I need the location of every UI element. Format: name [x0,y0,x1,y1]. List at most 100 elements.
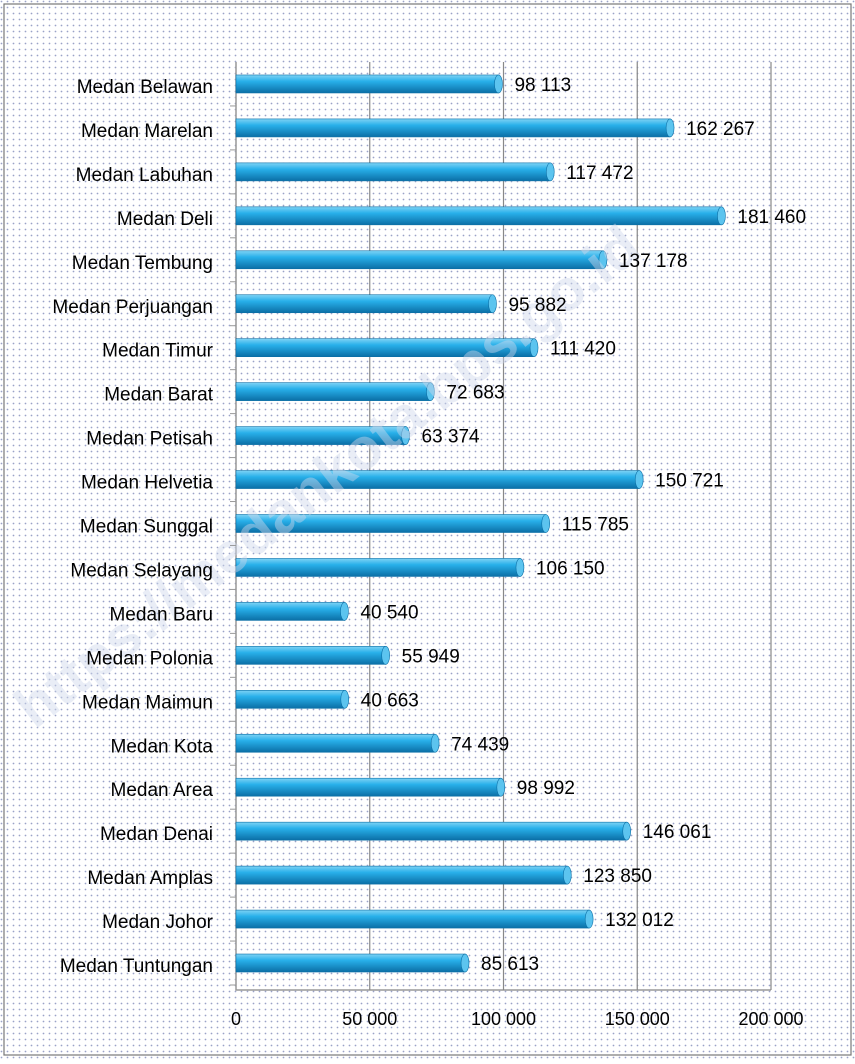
data-label: 162 267 [686,119,755,140]
data-label: 111 420 [550,339,616,360]
bar [235,294,493,314]
bar-group [235,865,572,885]
bar-group [235,382,435,401]
bar-cap [460,953,470,973]
bar-group [235,558,525,577]
bar-group [235,514,551,533]
bar [235,909,590,929]
bar [235,953,466,973]
data-label: 95 882 [508,295,566,316]
y-tick-label: Medan Maimun [82,692,213,713]
data-label: 146 061 [643,822,712,843]
bar-cap [665,118,675,138]
y-tick-label: Medan Labuhan [76,165,213,186]
bar-group [235,74,503,94]
bar-cap [515,558,525,577]
data-label: 40 663 [361,690,419,711]
bar-cap [494,74,503,94]
bar [235,118,671,138]
y-tick-label: Medan Johor [102,912,214,933]
y-tick-label: Medan Helvetia [81,473,213,494]
bar-cap [598,250,608,270]
y-tick-label: Medan Selayang [70,560,213,581]
data-label: 132 012 [605,910,674,931]
axes [235,62,771,991]
data-label: 123 850 [583,866,652,887]
bar-cap [622,821,632,841]
bar-group [235,162,555,182]
y-tick-label: Medan Marelan [81,121,213,142]
bar-cap [340,690,350,709]
bar-group [235,821,632,841]
bar-group [235,470,644,489]
y-tick-label: Medan Tembung [72,253,213,274]
bar-group [235,953,470,973]
bar-group [235,777,506,797]
bar-cap [717,206,726,226]
data-label: 85 613 [481,954,539,975]
bar-group [235,338,539,357]
y-tick-label: Medan Petisah [86,429,213,450]
x-tick-label: 150 000 [605,1009,670,1029]
bar-cap [496,777,506,797]
bar-cap [430,733,440,753]
y-tick-label: Medan Deli [117,209,213,230]
data-label: 117 472 [566,163,633,184]
data-label: 106 150 [536,558,605,579]
y-tick-label: Medan Perjuangan [52,297,213,318]
bar-cap [488,294,497,314]
y-tick-label: Medan Kota [111,736,214,757]
data-label: 74 439 [451,734,509,755]
y-tick-label: Medan Sunggal [80,517,213,538]
bar-cap [340,602,349,621]
bar [235,206,722,226]
bar-group [235,602,349,621]
border [3,3,852,1056]
data-label: 63 374 [422,427,481,448]
bar-group [235,118,675,138]
data-label: 150 721 [655,471,724,492]
y-tick-label: Medan Belawan [77,77,213,98]
bar-cap [381,646,390,665]
bar [235,865,568,885]
y-tick-label: Medan Polonia [86,648,213,669]
bar-group [235,250,608,270]
bar [235,646,386,665]
data-label: 98 113 [514,75,571,96]
data-label: 181 460 [737,207,806,228]
bar [235,690,346,709]
x-tick-label: 50 000 [342,1009,397,1029]
bar-group [235,690,350,709]
bar-group [235,426,410,445]
data-label: 115 785 [562,515,629,536]
bar-group [235,294,497,314]
bar-group [235,646,390,665]
data-label: 137 178 [619,251,688,272]
bar-cap [401,426,410,445]
x-tick-label: 200 000 [738,1009,803,1029]
bar [235,602,345,621]
bar-group [235,909,594,929]
data-label: 40 540 [360,602,418,623]
y-tick-label: Medan Area [111,780,214,801]
bar-cap [634,470,644,489]
x-tick-label: 100 000 [471,1009,536,1029]
bar-group [235,733,440,753]
bar-cap [584,909,594,929]
bar [235,558,521,577]
bar-cap [529,338,539,357]
data-label: 55 949 [402,646,460,667]
bar-cap [545,162,555,182]
y-tick-label: Medan Tuntungan [60,956,213,977]
y-tick-label: Medan Amplas [87,868,213,889]
bar [235,74,499,94]
y-tick-label: Medan Denai [100,824,213,845]
bar-cap [562,865,572,885]
y-tick-label: Medan Baru [109,604,213,625]
y-tick-label: Medan Timur [102,341,214,362]
bars [235,74,726,973]
data-label: 98 992 [517,778,575,799]
bar [235,777,502,797]
y-tick-label: Medan Barat [104,385,214,406]
